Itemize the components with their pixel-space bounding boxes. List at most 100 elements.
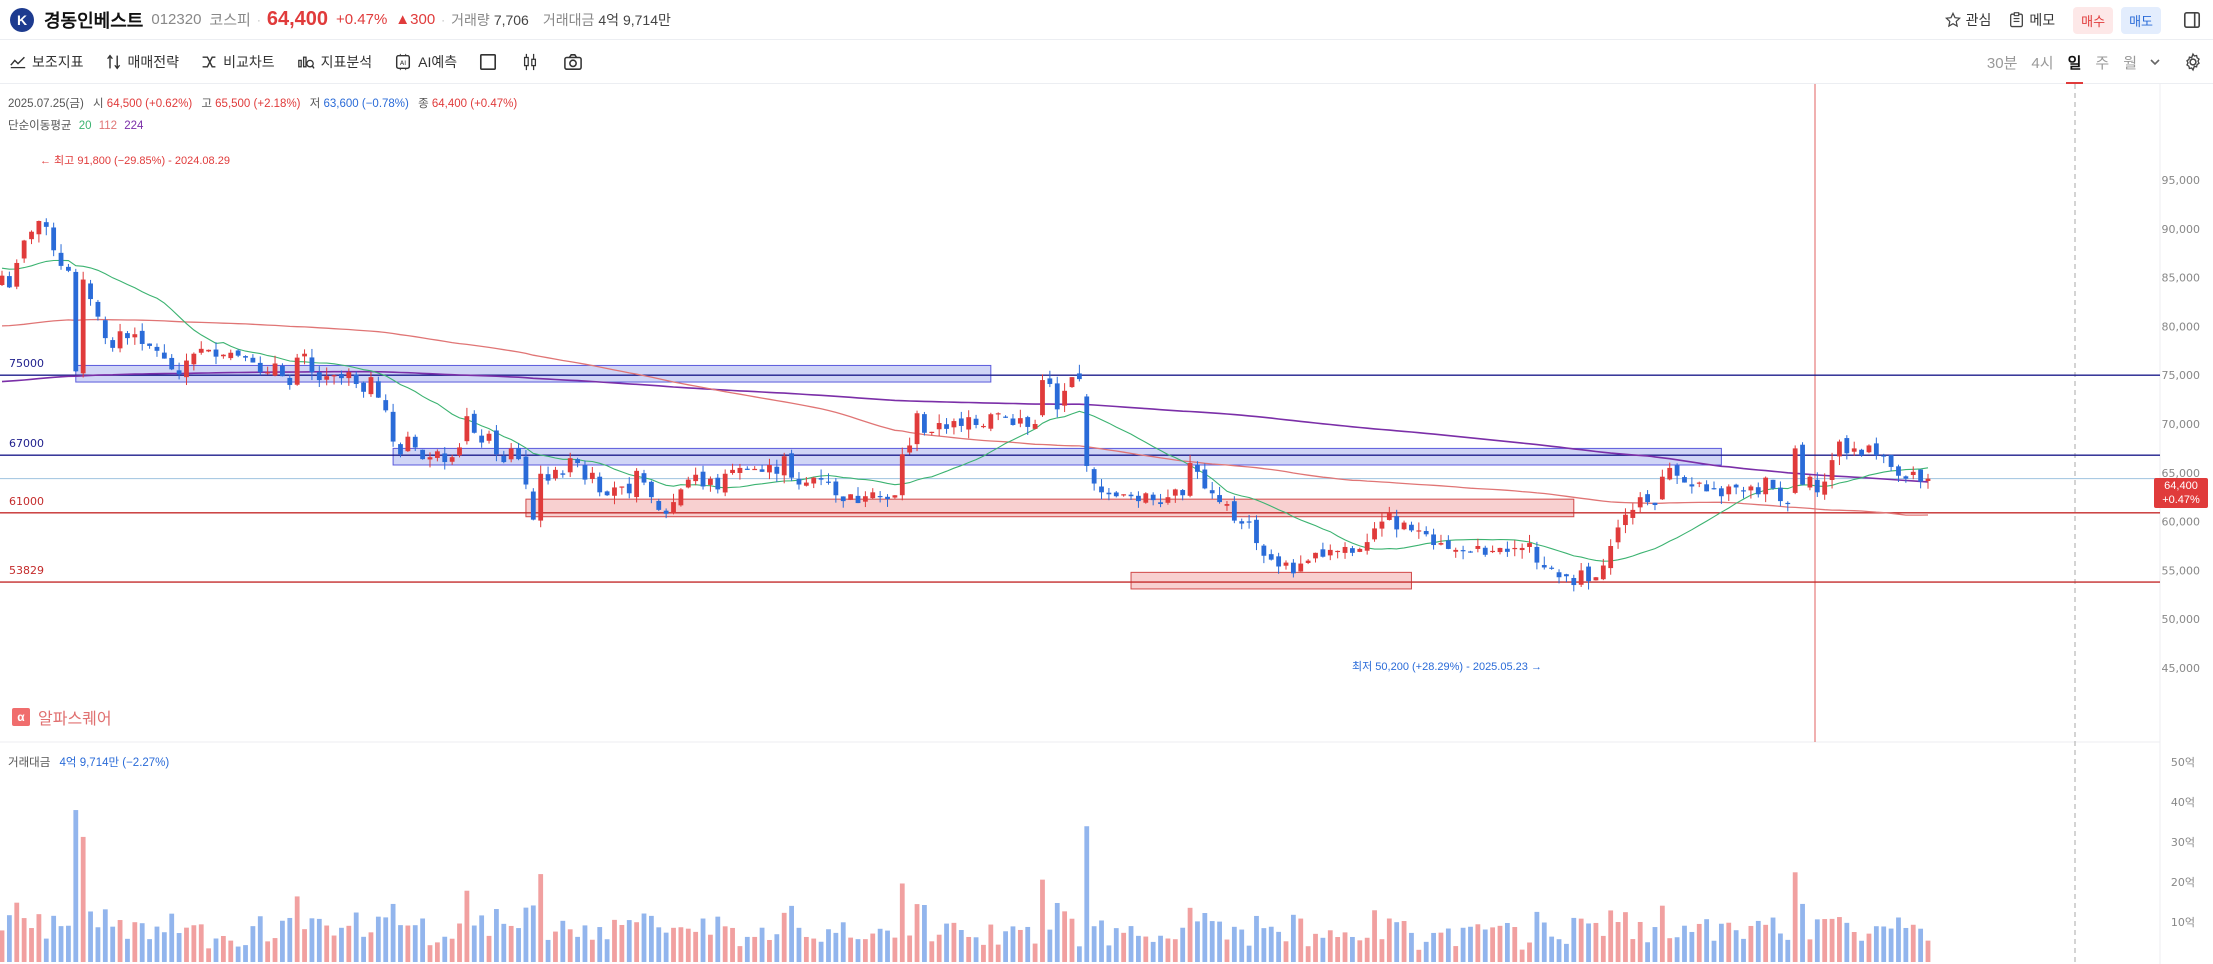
candle-body [715, 477, 721, 490]
volume-bar [1054, 902, 1060, 962]
sell-button[interactable]: 매도 [2121, 6, 2161, 34]
volume-bar [966, 936, 972, 962]
volume-bar [206, 948, 212, 962]
period-day[interactable]: 일 [2065, 40, 2084, 84]
volume-bar [752, 936, 758, 962]
volume-bar [471, 925, 477, 962]
compare-button[interactable]: 비교차트 [201, 52, 275, 72]
candle-body [899, 454, 905, 496]
volume-bar [1290, 914, 1296, 962]
period-4hour[interactable]: 4시 [2031, 54, 2054, 72]
candle-body [1659, 476, 1665, 500]
camera-icon[interactable] [563, 53, 583, 71]
svg-text:AI: AI [400, 60, 406, 67]
candle-body [383, 400, 389, 411]
candle-body [641, 473, 647, 483]
candlestick-icon[interactable] [521, 53, 539, 71]
period-30min[interactable]: 30분 [1986, 54, 2018, 72]
volume-bar [1327, 930, 1333, 962]
candle-body [1327, 549, 1333, 556]
buy-button[interactable]: 매수 [2073, 6, 2114, 34]
period-month[interactable]: 월 [2123, 54, 2137, 72]
candle-body [1261, 545, 1267, 556]
candle-body [1231, 501, 1237, 521]
volume-bar [383, 917, 389, 962]
volume-bar [656, 927, 662, 962]
indicator-button[interactable]: 보조지표 [10, 52, 84, 72]
gear-icon[interactable] [2183, 52, 2203, 72]
volume-bar [1246, 945, 1252, 962]
candle-body [1689, 484, 1695, 487]
side-panel-icon[interactable] [2183, 11, 2201, 29]
volume-bar [80, 836, 86, 962]
candle-body [1172, 489, 1178, 496]
current-price: 64,400 [266, 8, 328, 30]
candle-body [966, 417, 972, 430]
volume-bar [1062, 911, 1068, 962]
volume-bar [1918, 928, 1924, 962]
candle-body [1504, 548, 1510, 552]
strategy-button[interactable]: 매매전략 [106, 52, 179, 72]
volume-bar [715, 916, 721, 962]
compare-label: 비교차트 [223, 53, 275, 70]
alpha-label: 알파스퀘어 [38, 711, 112, 728]
candle-body [626, 483, 632, 494]
volume-bar [508, 925, 514, 962]
candle-body [1541, 565, 1547, 568]
compare-icon [202, 55, 216, 68]
volume-bar [826, 929, 831, 962]
period-selector: 30분 4시 일 주 월 [1973, 40, 2213, 84]
horizontal-line-label: 61000 [9, 495, 44, 508]
volume-bar [1490, 927, 1496, 962]
candle-body [1195, 464, 1200, 472]
volume-bar [899, 883, 905, 962]
candle-body [1925, 478, 1931, 481]
candle-body [471, 413, 477, 433]
volume-bar [1667, 938, 1673, 962]
candle-body [1578, 570, 1584, 585]
volume-bar [1342, 932, 1348, 962]
candle-body [501, 456, 507, 463]
candle-body [1158, 502, 1163, 505]
ohlc-info: 2025.07.25(금) 시 64,500 (+0.62%) 고 65,500… [8, 95, 517, 111]
ai-predict-button[interactable]: AI AI예측 [394, 52, 457, 72]
candle-body [693, 474, 699, 482]
square-draw-icon[interactable] [479, 53, 497, 71]
volume-bar [176, 933, 182, 962]
candle-body [1837, 441, 1842, 457]
volume-bar [442, 936, 448, 962]
volume-bar [1350, 936, 1355, 962]
volume-bar [634, 922, 640, 962]
candle-body [442, 453, 448, 463]
volume-bar [781, 912, 787, 962]
period-week[interactable]: 주 [2095, 54, 2110, 72]
open-label: 시 [93, 98, 104, 110]
memo-button[interactable]: 메모 [2009, 10, 2055, 30]
volume-bar [1726, 922, 1732, 962]
candle-body [1814, 479, 1820, 493]
candle-body [671, 502, 676, 514]
volume-bar [1254, 915, 1259, 962]
candle-body [708, 478, 713, 485]
analysis-icon [297, 56, 315, 69]
volume-bar [1763, 924, 1769, 962]
candle-body [198, 348, 204, 353]
volume-bar [1741, 938, 1746, 962]
star-icon [1944, 12, 1961, 28]
chevron-down-icon[interactable] [2149, 57, 2161, 67]
volume-bar [191, 925, 197, 962]
candle-body [449, 457, 455, 462]
analysis-button[interactable]: 지표분석 [297, 52, 372, 72]
candle-body [1903, 476, 1909, 479]
candle-body [110, 340, 116, 348]
candle-body [1556, 572, 1562, 578]
candle-body [1003, 416, 1008, 418]
volume-bar [700, 918, 706, 962]
volume-bar [6, 915, 12, 962]
volume-bar [331, 935, 337, 962]
support-zone [75, 364, 992, 383]
volume-bar [973, 937, 979, 962]
candle-body [988, 414, 994, 429]
price-chart[interactable]: 95,000 90,000 85,000 80,000 75,000 70,000 65,0… [0, 84, 2213, 964]
watch-button[interactable]: 관심 [1944, 10, 1991, 30]
